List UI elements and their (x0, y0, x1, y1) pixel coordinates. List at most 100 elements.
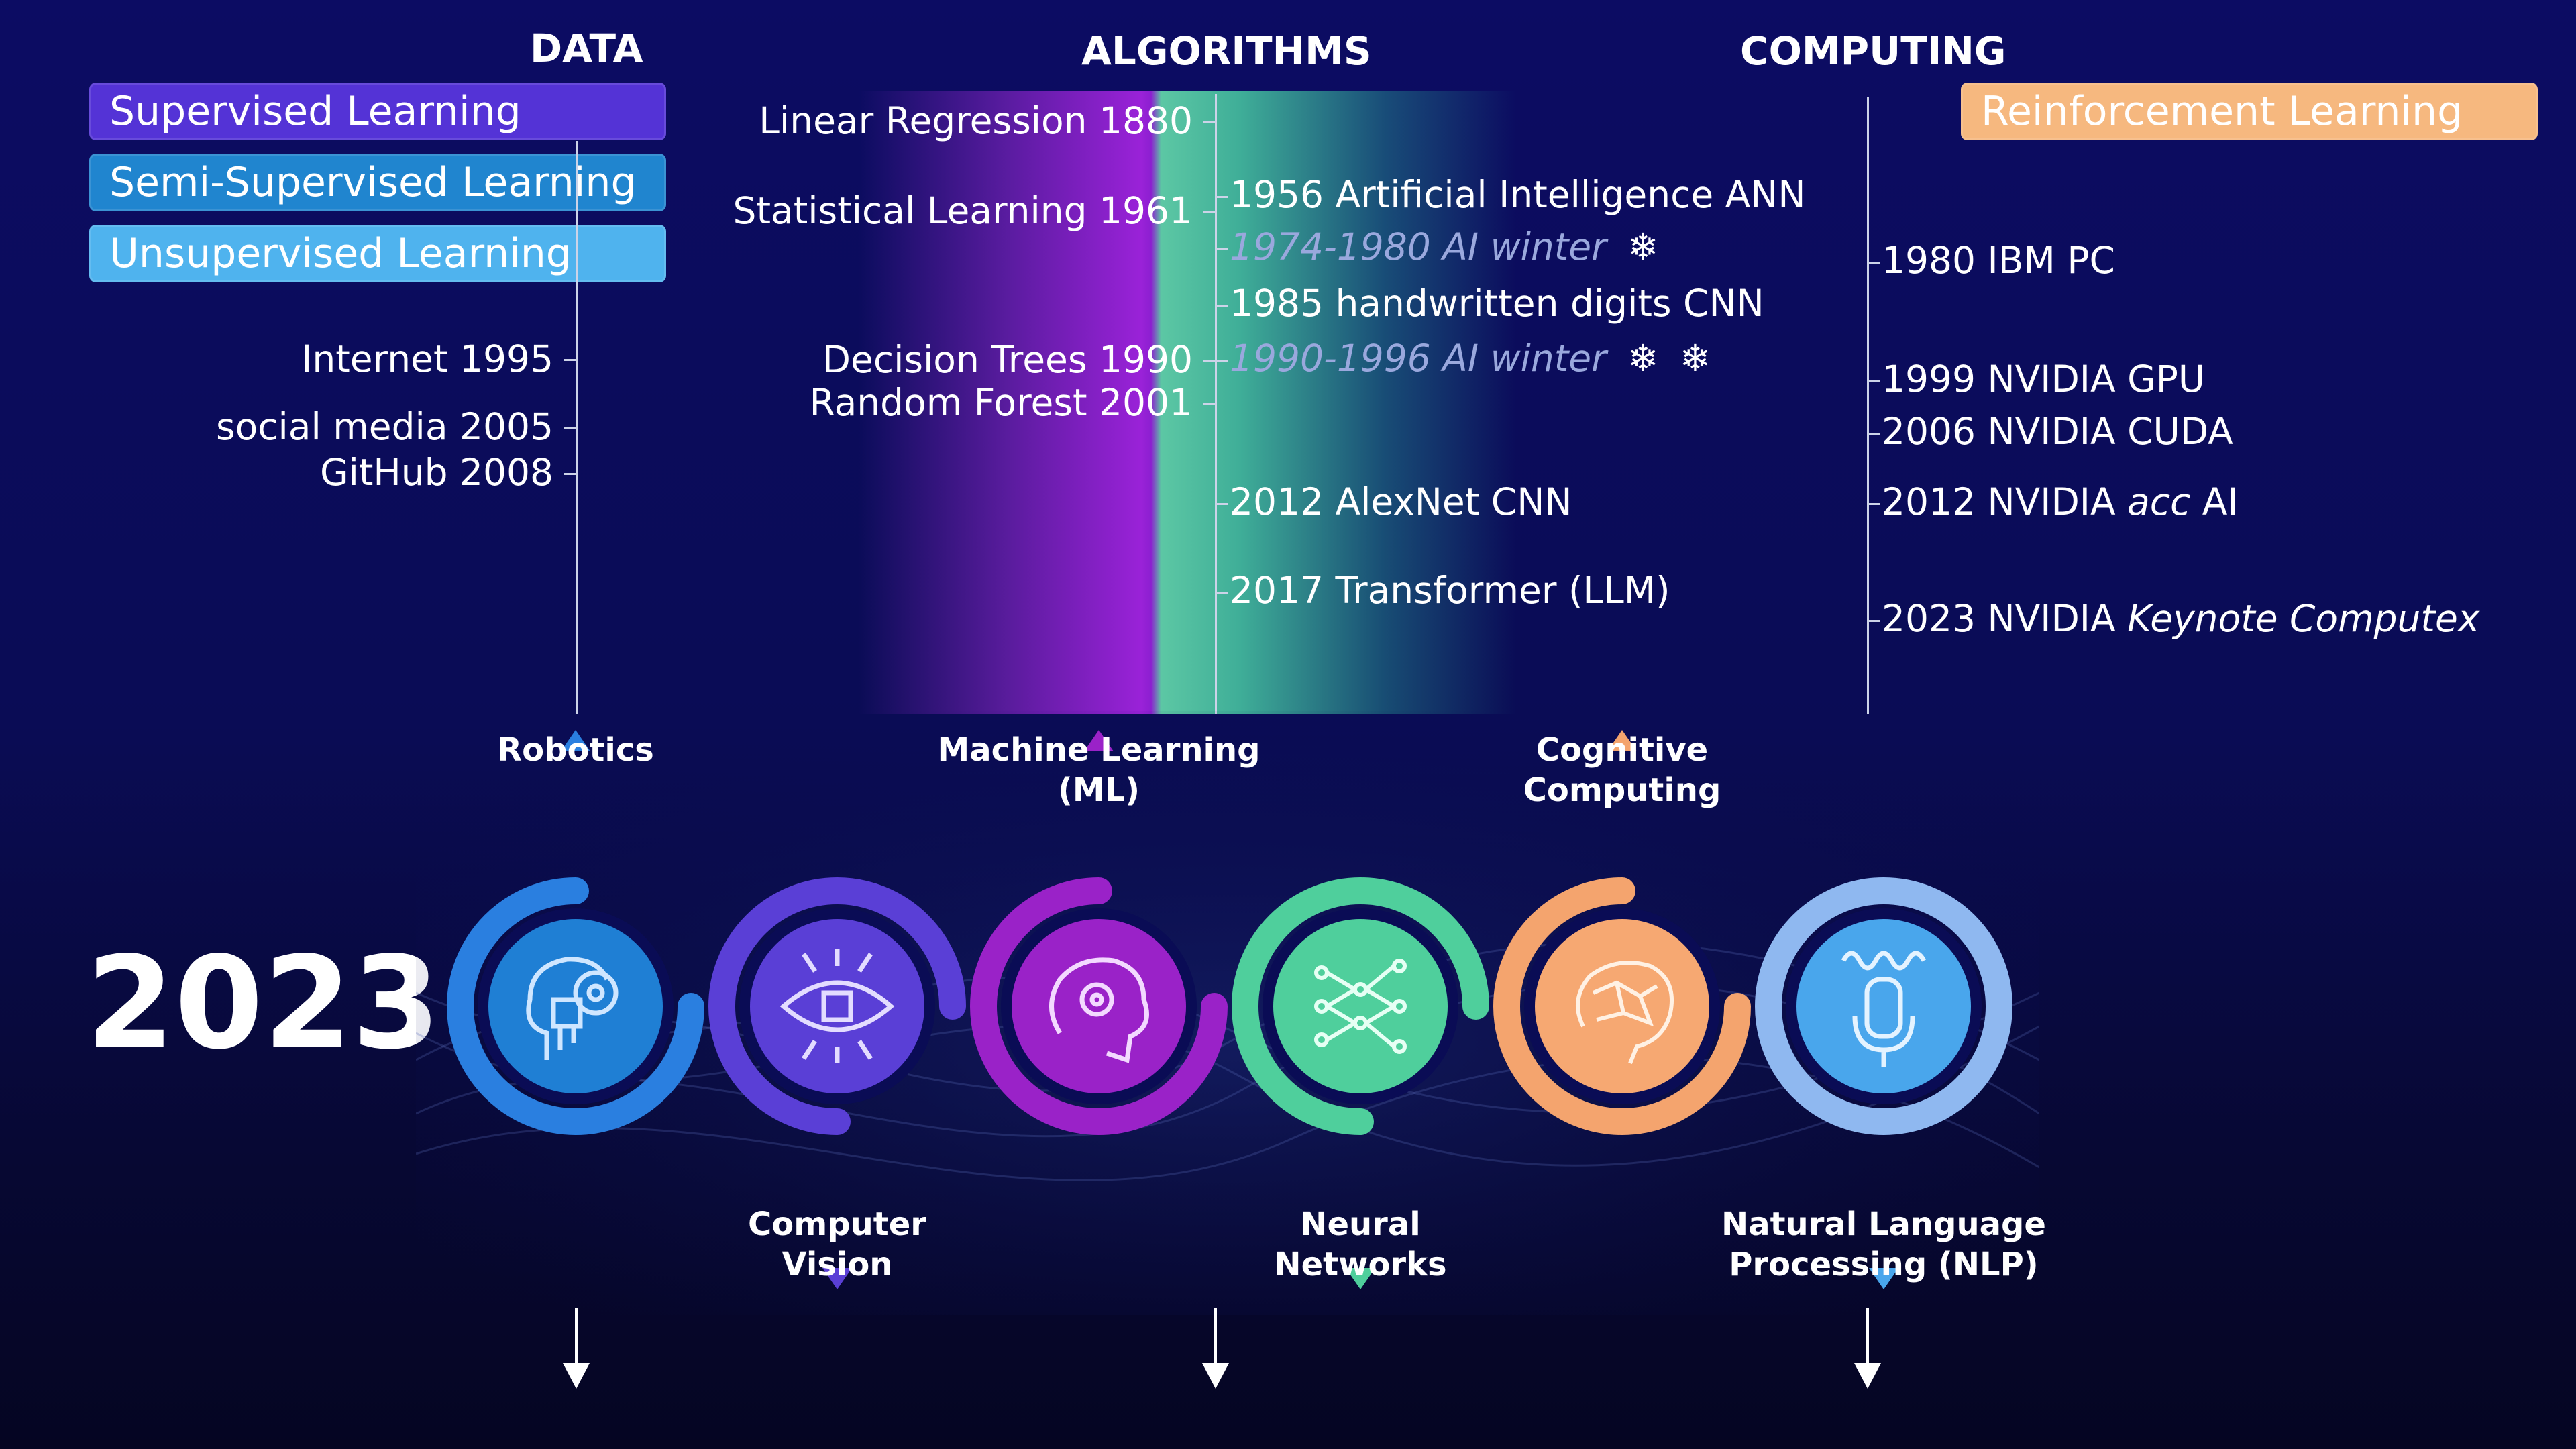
algo-event-linear-regression: Linear Regression 1880 (759, 99, 1193, 142)
acc-ai-prefix: 2012 NVIDIA (1882, 480, 2128, 523)
ai-winter-2-text: 1990-1996 AI winter (1230, 337, 1607, 380)
algorithms-tick (1203, 121, 1215, 123)
ml-label-line2: (ML) (1057, 771, 1140, 809)
brain-gear-icon (1049, 957, 1149, 1063)
nlp-ring (1754, 877, 2013, 1135)
data-event-github: GitHub 2008 (319, 451, 553, 494)
data-tick (564, 359, 576, 361)
ai-fields-infographic (416, 711, 2039, 1315)
computing-tick (1868, 503, 1880, 505)
computing-arrow-shaft (1866, 1308, 1869, 1365)
computer-vision-pointer (822, 1268, 852, 1289)
nlp-label: Natural Language Processing (NLP) (1706, 1204, 2061, 1285)
data-event-social-media: social media 2005 (215, 405, 553, 448)
cv-label-line1: Computer (748, 1205, 926, 1243)
algo-event-ai-winter-1: 1974-1980 AI winter ❄ (1230, 225, 1658, 268)
computer-vision-disc (750, 919, 924, 1093)
computing-event-ibm-pc: 1980 IBM PC (1882, 239, 2115, 282)
robotics-ring (447, 877, 704, 1135)
algorithms-timeline-axis (1215, 94, 1217, 714)
microphone-icon (1841, 951, 1927, 1067)
algorithms-column-heading: ALGORITHMS (1081, 28, 1372, 74)
snowflake-icon: ❄ (1627, 337, 1659, 380)
algo-event-cnn-digits: 1985 handwritten digits CNN (1230, 282, 1764, 325)
computing-column-heading: COMPUTING (1740, 28, 2006, 74)
cognitive-label-line1: Cognitive (1536, 731, 1709, 769)
algorithms-tick (1216, 503, 1228, 505)
cognitive-computing-node (1493, 730, 1751, 1136)
machine-learning-ring (969, 877, 1228, 1136)
algo-event-ai-winter-2: 1990-1996 AI winter ❄ ❄ (1230, 337, 1711, 380)
snowflake-icon: ❄ (1627, 225, 1659, 268)
machine-learning-label: Machine Learning (ML) (928, 730, 1270, 810)
data-column-heading: DATA (530, 25, 643, 71)
algorithms-tick (1216, 360, 1228, 362)
ai-winter-1-text: 1974-1980 AI winter (1230, 225, 1607, 268)
keynote-emphasis: Keynote Computex (2127, 597, 2480, 640)
computing-arrow-down-icon (1854, 1363, 1881, 1389)
robotics-node (447, 730, 704, 1135)
computing-event-keynote: 2023 NVIDIA Keynote Computex (1882, 597, 2479, 640)
cv-label-line2: Vision (782, 1246, 893, 1283)
neural-networks-ring (1231, 877, 1489, 1135)
neural-networks-pointer (1346, 1268, 1375, 1289)
data-arrow-shaft (575, 1308, 578, 1365)
data-arrow-down-icon (563, 1363, 590, 1389)
algorithms-gradient-band (859, 91, 1516, 714)
algorithms-arrow-down-icon (1202, 1363, 1229, 1389)
computer-vision-ring (708, 877, 966, 1135)
nlp-pointer (1869, 1268, 1898, 1289)
nlp-label-line2: Processing (NLP) (1729, 1246, 2039, 1283)
cognitive-pointer (1607, 730, 1637, 751)
ml-label-line1: Machine Learning (937, 731, 1260, 769)
algorithms-tick (1203, 211, 1215, 213)
computing-event-nvidia-gpu: 1999 NVIDIA GPU (1882, 358, 2206, 400)
robotics-label: Robotics (497, 731, 654, 769)
algorithms-tick (1216, 196, 1228, 198)
algorithms-tick (1203, 402, 1215, 405)
robot-head-icon (526, 957, 619, 1060)
reinforcement-learning-tag: Reinforcement Learning (1961, 83, 2538, 140)
acc-ai-suffix: AI (2190, 480, 2239, 523)
algo-event-alexnet: 2012 AlexNet CNN (1230, 480, 1572, 523)
computing-event-nvidia-acc-ai: 2012 NVIDIA acc AI (1882, 480, 2239, 523)
supervised-learning-tag: Supervised Learning (89, 83, 666, 140)
eye-chip-icon (780, 949, 895, 1063)
network-nodes-icon (1314, 959, 1407, 1054)
algorithms-tick (1216, 305, 1228, 307)
computer-vision-node (708, 877, 966, 1289)
nlp-label-line1: Natural Language (1721, 1205, 2046, 1243)
neural-networks-label: Neural Networks (1226, 1204, 1495, 1285)
algo-event-random-forest: Random Forest 2001 (809, 381, 1193, 424)
year-label: 2023 (86, 929, 441, 1077)
algo-event-transformer: 2017 Transformer (LLM) (1230, 569, 1670, 612)
robotics-disc (488, 919, 663, 1093)
algo-event-ann: 1956 Artificial Intelligence ANN (1230, 173, 1806, 216)
computer-vision-label: Computer Vision (703, 1204, 971, 1285)
cognitive-label-line2: Computing (1523, 771, 1721, 809)
nlp-disc (1796, 919, 1971, 1093)
nlp-node (1754, 877, 2013, 1289)
neural-networks-node (1231, 877, 1489, 1289)
keynote-prefix: 2023 NVIDIA (1882, 597, 2128, 640)
snowflake-icon: ❄ (1679, 337, 1711, 380)
cognitive-computing-label: Cognitive Computing (1488, 730, 1756, 810)
acc-ai-emphasis: acc (2127, 480, 2191, 523)
algo-event-decision-trees: Decision Trees 1990 (822, 338, 1193, 381)
algorithms-tick (1216, 592, 1228, 594)
data-event-internet: Internet 1995 (301, 337, 553, 380)
computing-tick (1868, 433, 1880, 435)
robotics-pointer (561, 730, 590, 751)
semi-supervised-learning-tag: Semi-Supervised Learning (89, 154, 666, 211)
algorithms-tick (1203, 360, 1215, 362)
cognitive-ring (1493, 877, 1751, 1136)
computing-timeline-axis (1867, 97, 1869, 714)
nn-label-line2: Networks (1274, 1246, 1447, 1283)
computing-tick (1868, 262, 1880, 264)
computing-tick (1868, 380, 1880, 382)
data-tick (564, 473, 576, 475)
computing-event-nvidia-cuda: 2006 NVIDIA CUDA (1882, 410, 2233, 453)
algorithms-arrow-shaft (1214, 1308, 1217, 1365)
unsupervised-learning-tag: Unsupervised Learning (89, 225, 666, 282)
